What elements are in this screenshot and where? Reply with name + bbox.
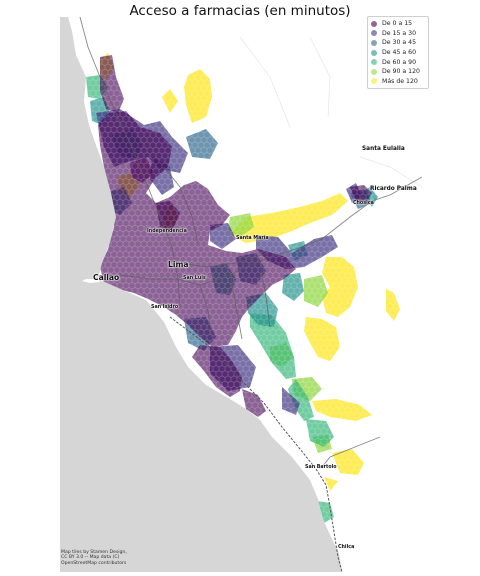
legend-item: De 45 a 60 (371, 48, 425, 58)
attribution-line: CC BY 3.0 -- Map data (C) (61, 555, 120, 561)
coastal-highway (169, 316, 343, 572)
legend: De 0 a 15 De 15 a 30 De 30 a 45 De 45 a … (367, 16, 429, 90)
legend-label: De 0 a 15 (382, 20, 413, 28)
place-chosica: Chosica (353, 201, 374, 206)
place-independencia: Independencia (147, 229, 187, 234)
legend-label: De 15 a 30 (382, 29, 417, 37)
place-callao: Callao (93, 273, 120, 282)
swatch-icon (371, 39, 377, 46)
place-lima: Lima (168, 260, 189, 269)
legend-item: De 90 a 120 (371, 67, 425, 77)
place-chilca: Chilca (338, 545, 355, 550)
legend-item: De 60 a 90 (371, 57, 425, 67)
swatch-icon (371, 59, 377, 66)
legend-label: De 45 a 60 (382, 49, 417, 57)
main-roads (79, 17, 422, 468)
swatch-icon (371, 78, 377, 85)
place-san-luis: San Luis (183, 276, 206, 281)
legend-label: Más de 120 (382, 77, 418, 85)
legend-label: De 30 a 45 (382, 39, 417, 47)
swatch-icon (371, 49, 377, 56)
map-canvas[interactable] (60, 17, 422, 572)
map-attribution: Map tiles by Stamen Design, CC BY 3.0 --… (61, 550, 127, 566)
attribution-line: Map tiles by Stamen Design, (61, 550, 127, 555)
legend-item: De 15 a 30 (371, 29, 425, 39)
legend-label: De 90 a 120 (382, 68, 420, 76)
place-san-bartolo: San Bartolo (305, 465, 337, 470)
attribution-line: OpenStreetMap contributors (61, 560, 127, 566)
place-ricardo-palma: Ricardo Palma (370, 186, 417, 192)
place-santa-eulalia: Santa Eulalia (362, 146, 405, 152)
legend-label: De 60 a 90 (382, 58, 417, 66)
callao-peninsula (82, 279, 100, 283)
swatch-icon (371, 68, 377, 75)
legend-item: De 0 a 15 (371, 19, 425, 29)
legend-item: Más de 120 (371, 77, 425, 87)
place-san-isidro: San Isidro (151, 305, 179, 310)
legend-item: De 30 a 45 (371, 38, 425, 48)
swatch-icon (371, 20, 377, 27)
map-title: Acceso a farmacias (en minutos) (129, 3, 351, 19)
place-santa-maria: Santa María (236, 236, 269, 241)
swatch-icon (371, 30, 377, 37)
